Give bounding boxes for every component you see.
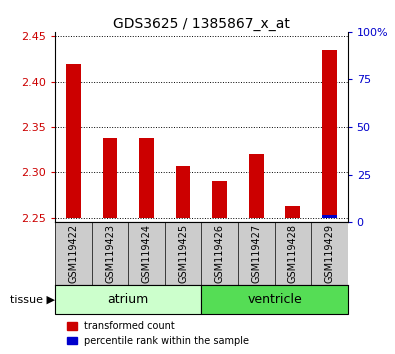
Title: GDS3625 / 1385867_x_at: GDS3625 / 1385867_x_at — [113, 17, 290, 31]
Text: tissue ▶: tissue ▶ — [10, 294, 55, 304]
Text: GSM119422: GSM119422 — [69, 224, 79, 283]
Bar — [139, 138, 154, 218]
Text: GSM119427: GSM119427 — [251, 224, 261, 283]
Bar — [213, 182, 227, 218]
Text: GSM119423: GSM119423 — [105, 224, 115, 283]
Bar — [103, 138, 117, 218]
Text: GSM119426: GSM119426 — [215, 224, 225, 283]
Text: GSM119424: GSM119424 — [142, 224, 152, 283]
Text: GSM119429: GSM119429 — [324, 224, 334, 283]
Bar — [249, 154, 263, 218]
Bar — [286, 206, 300, 218]
Bar — [322, 50, 337, 218]
Bar — [322, 215, 337, 218]
Bar — [66, 64, 81, 218]
Text: ventricle: ventricle — [247, 293, 302, 306]
Text: GSM119425: GSM119425 — [178, 224, 188, 283]
Text: GSM119428: GSM119428 — [288, 224, 298, 283]
Legend: transformed count, percentile rank within the sample: transformed count, percentile rank withi… — [63, 317, 253, 350]
Bar — [55, 285, 201, 314]
Bar — [176, 166, 190, 218]
Bar — [201, 285, 348, 314]
Text: atrium: atrium — [108, 293, 149, 306]
